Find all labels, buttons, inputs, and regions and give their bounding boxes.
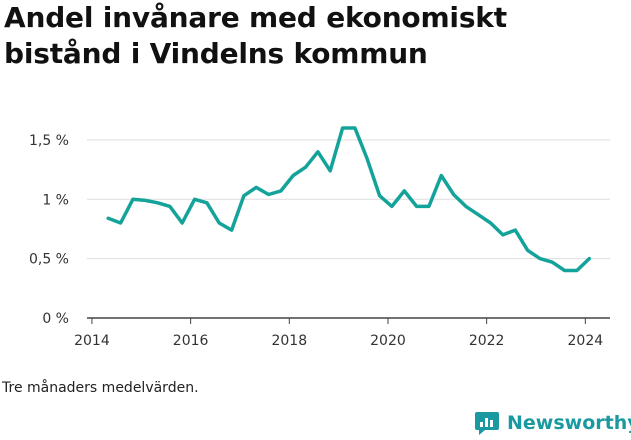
y-tick-label: 1,5 % <box>29 133 69 149</box>
x-axis-ticks: 2014 2016 2018 2020 2022 2024 <box>74 318 603 349</box>
footnote: Tre månaders medelvärden. <box>2 380 199 396</box>
x-tick-label: 2014 <box>74 333 110 349</box>
gridlines <box>87 139 610 260</box>
y-tick-label: 1 % <box>42 192 69 208</box>
brand-logo: Newsworthy <box>474 406 631 440</box>
x-tick-label: 2018 <box>271 333 307 349</box>
x-tick-label: 2016 <box>173 333 209 349</box>
brand-name: Newsworthy <box>507 412 631 434</box>
newsworthy-logo-icon <box>475 412 499 435</box>
y-tick-label: 0,5 % <box>29 252 69 268</box>
y-tick-label: 0 % <box>42 311 69 327</box>
x-tick-label: 2020 <box>370 333 406 349</box>
series-line <box>106 126 592 273</box>
y-axis-ticks: 0 % 0,5 % 1 % 1,5 % <box>29 133 69 327</box>
chart-title: Andel invånare med ekonomiskt bistånd i … <box>4 1 507 70</box>
series <box>106 126 592 273</box>
x-tick-label: 2022 <box>469 333 505 349</box>
x-tick-label: 2024 <box>568 333 604 349</box>
